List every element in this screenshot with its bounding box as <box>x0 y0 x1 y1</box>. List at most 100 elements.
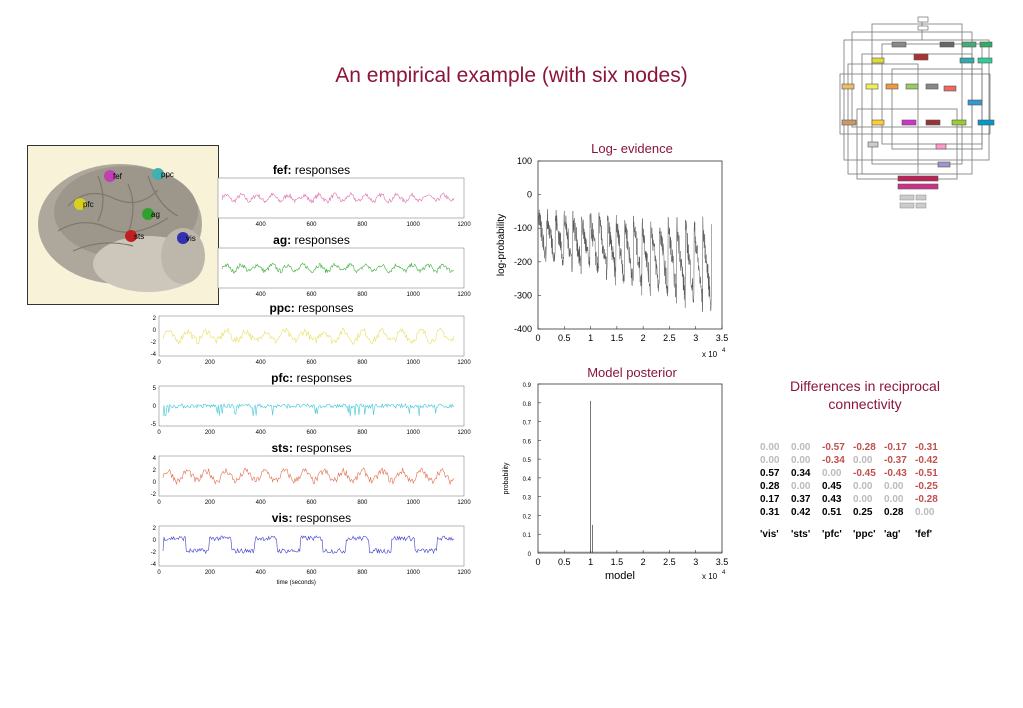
response-axes-4 <box>158 455 465 497</box>
response-xtick: 1200 <box>457 360 471 366</box>
response-xtick: 1200 <box>457 292 471 298</box>
response-ytick: -4 <box>151 562 157 568</box>
response-suffix: responses <box>291 233 350 247</box>
response-xtick: 800 <box>357 360 368 366</box>
response-ytick: -2 <box>151 492 157 498</box>
brain-node-sts <box>125 230 137 242</box>
model-posterior-ytick: 0 <box>528 552 532 558</box>
brain-node-ppc <box>152 168 164 180</box>
response-node-name: ag: <box>273 233 292 247</box>
connectivity-cell: 0.00 <box>884 480 904 492</box>
brain-image: fef ppc pfc ag sts vis <box>38 164 205 292</box>
response-ytick: 0 <box>153 328 157 334</box>
response-series-2 <box>162 327 455 346</box>
model-posterior-ytick: 0.9 <box>523 383 532 389</box>
response-suffix: responses <box>292 511 352 525</box>
log-evidence-xtick: 3 <box>693 333 698 343</box>
response-xtick: 800 <box>357 500 368 506</box>
connectivity-cell: 0.42 <box>791 506 811 518</box>
response-xtick: 0 <box>157 500 161 506</box>
response-xtick: 1000 <box>406 292 420 298</box>
model-posterior-xexp: 4 <box>722 570 726 576</box>
connectivity-title-line1: Differences in reciprocal <box>790 378 940 394</box>
connectivity-cell: -0.45 <box>853 467 876 479</box>
model-posterior-chart: 0 0.5 1 1.5 2 2.5 3 3.5 0.9 0.8 0.7 0.6 0.5 0.4 0.3 0.2… <box>503 383 728 582</box>
response-ytick: -5 <box>151 422 157 428</box>
response-node-name: vis: <box>271 511 293 525</box>
response-ytick: 4 <box>153 456 157 462</box>
response-ytick: 5 <box>153 386 157 392</box>
model-posterior-ytick: 0.7 <box>523 421 532 427</box>
connectivity-cell: 0.31 <box>760 506 780 518</box>
response-xtick: 800 <box>357 570 368 576</box>
response-title-3: pfc: responses <box>162 371 462 385</box>
response-xtick: 600 <box>306 222 317 228</box>
response-xtick: 400 <box>256 430 267 436</box>
log-evidence-xtick: 2.5 <box>663 333 676 343</box>
brain-node-label-fef: fef <box>113 172 123 181</box>
connectivity-row: 0.00 0.00 -0.57 -0.28 -0.17 -0.31 <box>760 441 946 454</box>
connectivity-label: 'ag' <box>884 529 901 540</box>
log-evidence-xexp: 4 <box>722 348 726 354</box>
connectivity-cell: 0.00 <box>884 493 904 505</box>
connectivity-row: 0.28 0.00 0.45 0.00 0.00 -0.25 <box>760 480 946 493</box>
response-xtick: 600 <box>306 570 317 576</box>
connectivity-cell: -0.17 <box>884 441 907 453</box>
model-posterior-axes <box>537 383 723 554</box>
log-evidence-ytick: 100 <box>517 156 532 166</box>
response-xtick: 400 <box>256 292 267 298</box>
model-posterior-title: Model posterior <box>587 365 677 380</box>
response-ytick: -2 <box>151 340 157 346</box>
log-evidence-ytick: -400 <box>514 324 532 334</box>
response-ytick: -2 <box>151 550 157 556</box>
response-xtick: 800 <box>357 222 368 228</box>
response-series-3 <box>162 402 455 417</box>
response-axes-2 <box>158 315 465 357</box>
brain-node-label-ag: ag <box>151 210 160 219</box>
connectivity-label: 'vis' <box>760 529 779 540</box>
model-posterior-ytick: 0.5 <box>523 458 532 464</box>
log-evidence-xtick: 2 <box>641 333 646 343</box>
brain-node-ag <box>142 208 154 220</box>
brain-node-label-sts: sts <box>134 232 144 241</box>
connectivity-cell: -0.37 <box>884 454 907 466</box>
connectivity-cell: 0.00 <box>791 480 811 492</box>
connectivity-row: 0.17 0.37 0.43 0.00 0.00 -0.28 <box>760 493 946 506</box>
response-ytick: 2 <box>153 468 157 474</box>
slide-title: An empirical example (with six nodes) <box>335 64 688 87</box>
response-xtick: 1000 <box>406 360 420 366</box>
response-suffix: responses <box>291 163 351 177</box>
log-evidence-series <box>537 208 712 312</box>
log-evidence-axes <box>537 160 723 330</box>
response-xtick: 600 <box>306 360 317 366</box>
response-series-0 <box>221 191 455 204</box>
connectivity-cell: 0.00 <box>853 493 873 505</box>
brain-nodes: fef ppc pfc ag sts vis <box>74 168 196 244</box>
response-xtick: 200 <box>205 500 216 506</box>
response-xtick: 1200 <box>457 500 471 506</box>
model-posterior-ytick: 0.2 <box>523 514 532 520</box>
connectivity-cell: -0.28 <box>853 441 876 453</box>
log-evidence-xtick: 3.5 <box>716 333 729 343</box>
response-xtick: 0 <box>157 360 161 366</box>
response-node-name: fef: <box>272 163 292 177</box>
log-evidence-ylabel: log-probability <box>496 214 507 276</box>
connectivity-labels: 'vis' 'sts' 'pfc' 'ppc' 'ag' 'fef' <box>760 529 946 540</box>
brain-node-pfc <box>74 198 86 210</box>
brain-node-label-ppc: ppc <box>161 170 174 179</box>
model-posterior-xtick: 1 <box>588 557 593 567</box>
connectivity-cell: 0.00 <box>853 454 873 466</box>
log-evidence-xtick: 1 <box>588 333 593 343</box>
response-xtick: 800 <box>357 292 368 298</box>
connectivity-cell: 0.00 <box>760 441 780 453</box>
response-xtick: 1000 <box>406 430 420 436</box>
connectivity-cell: -0.25 <box>915 480 938 492</box>
response-xtick: 400 <box>256 360 267 366</box>
response-title-5: vis: responses <box>162 511 462 525</box>
model-posterior-xlabel: model <box>605 570 635 582</box>
model-posterior-ytick: 0.6 <box>523 439 532 445</box>
model-posterior-ytick: 0.8 <box>523 402 532 408</box>
log-evidence-xtick: 0 <box>535 333 540 343</box>
connectivity-label: 'fef' <box>915 529 932 540</box>
response-ytick: 0 <box>153 404 157 410</box>
